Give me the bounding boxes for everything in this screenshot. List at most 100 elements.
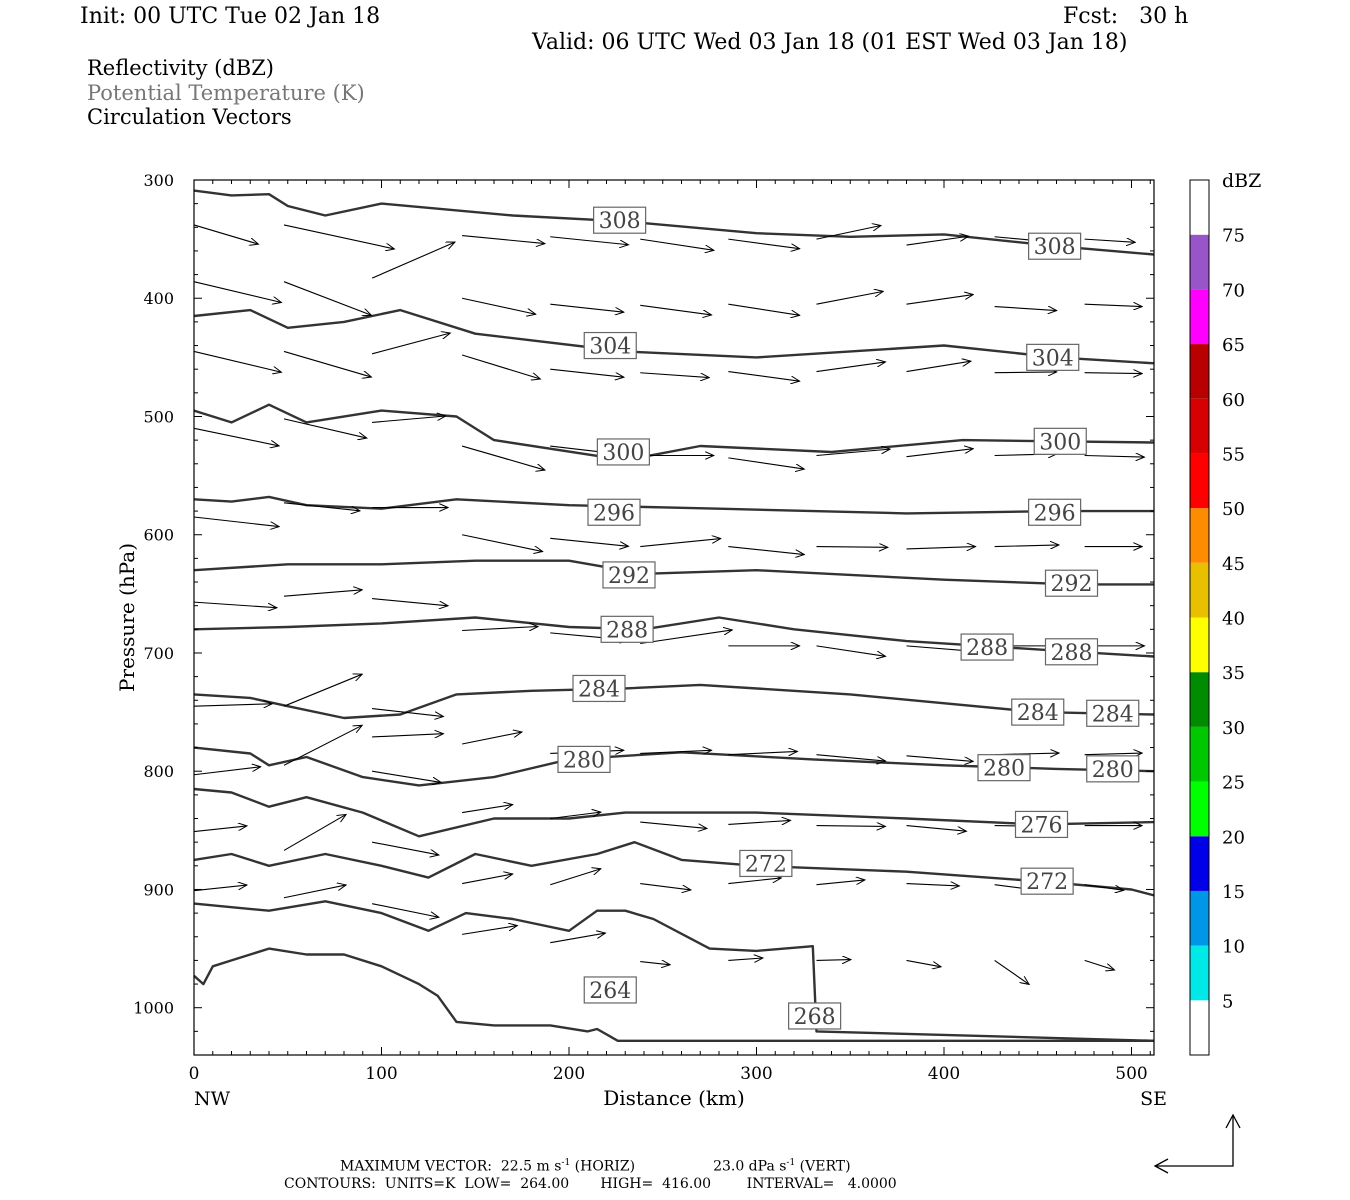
contour-label-box: [600, 615, 654, 643]
contour-label-box: [1086, 755, 1140, 783]
theta-contour-308: [193, 189, 1155, 256]
circulation-vector: [550, 537, 628, 546]
circulation-vector: [462, 534, 543, 552]
circulation-vector: [462, 235, 545, 244]
circulation-vector: [816, 547, 888, 548]
circulation-vector: [550, 933, 605, 944]
contour-label-292: 292: [602, 561, 656, 589]
circulation-vector: [906, 547, 976, 549]
circulation-vector: [193, 516, 279, 527]
y-tick-label: 500: [143, 407, 174, 426]
circulation-vector: [550, 869, 601, 886]
contour-label-box: [739, 849, 793, 878]
colorbar-level-label: 20: [1222, 827, 1245, 848]
colorbar-swatch: [1190, 836, 1209, 891]
colorbar-level-label: 15: [1222, 882, 1245, 903]
contour-label-272: 272: [1020, 867, 1074, 895]
circulation-vector: [550, 812, 601, 820]
theta-contour-284: [193, 683, 1155, 720]
circulation-vector: [640, 750, 711, 753]
y-tick-label: 400: [143, 289, 174, 308]
max-vector-line: MAXIMUM VECTOR: 22.5 m s-1 (HORIZ) 23.0 d…: [340, 1158, 851, 1175]
colorbar-swatch: [1190, 726, 1209, 782]
colorbar-level-label: 10: [1222, 937, 1245, 958]
circulation-vector: [906, 959, 942, 966]
contour-label-text: 296: [593, 501, 635, 526]
contour-label-text: 304: [589, 335, 631, 360]
contour-label-box: [1014, 810, 1069, 839]
contour-label-264: 264: [583, 976, 637, 1004]
contour-label-280: 280: [1086, 755, 1140, 783]
colorbar-level-label: 60: [1222, 390, 1245, 411]
contour-label-296: 296: [587, 498, 641, 526]
circulation-vector: [816, 291, 884, 305]
x-tick-label: 400: [928, 1064, 960, 1084]
circulation-vector: [283, 590, 362, 597]
colorbar-swatch: [1190, 398, 1209, 454]
circulation-vector: [1084, 884, 1124, 891]
circulation-vector: [728, 878, 781, 885]
contour-label-text: 284: [578, 677, 620, 702]
contour-label-280: 280: [977, 754, 1031, 782]
colorbar-level-label: 50: [1222, 499, 1245, 520]
contour-label-text: 288: [1051, 641, 1093, 666]
field-potential-temperature: Potential Temperature (K): [87, 81, 365, 105]
contour-label-box: [587, 498, 641, 526]
colorbar-swatch: [1190, 890, 1209, 946]
circulation-vector: [372, 416, 446, 423]
contour-label-text: 296: [1034, 501, 1076, 526]
contour-label-box: [572, 674, 626, 703]
colorbar-level-label: 45: [1222, 554, 1245, 575]
contour-label-272: 272: [739, 849, 793, 878]
x-end-label-left: NW: [194, 1088, 231, 1110]
circulation-vector: [1084, 959, 1115, 970]
theta-contour-276: [193, 787, 1155, 838]
circulation-vector: [640, 883, 691, 890]
colorbar-level-label: 40: [1222, 609, 1245, 630]
circulation-vector: [728, 820, 790, 824]
init-time: Init: 00 UTC Tue 02 Jan 18: [80, 4, 381, 29]
circulation-vector: [728, 457, 804, 469]
circulation-vector: [994, 545, 1059, 547]
contour-label-box: [1028, 232, 1082, 260]
colorbar-swatch: [1190, 562, 1209, 618]
circulation-vector: [906, 825, 967, 832]
contour-label-296: 296: [1028, 498, 1082, 526]
circulation-vector: [372, 598, 448, 606]
forecast-hour: Fcst: 30 h: [1063, 4, 1189, 29]
circulation-vector: [372, 708, 443, 717]
contour-label-text: 284: [1092, 702, 1134, 727]
circulation-vector: [816, 645, 886, 656]
contour-label-box: [593, 206, 647, 234]
circulation-vector: [462, 732, 522, 745]
contour-label-text: 304: [1032, 346, 1074, 371]
theta-contour-304: [193, 308, 1155, 365]
field-reflectivity: Reflectivity (dBZ): [87, 56, 275, 80]
circulation-vector: [550, 303, 624, 312]
colorbar-swatch: [1190, 180, 1209, 235]
axes: 0 100 200 300 400 500 300 400 500 600 700 800 900 100…: [133, 171, 1154, 1084]
colorbar-swatch: [1190, 508, 1209, 563]
colorbar-level-label: 35: [1222, 663, 1245, 684]
contour-label-288: 288: [960, 633, 1014, 661]
circulation-vector: [1084, 239, 1136, 242]
circulation-vector: [906, 236, 969, 246]
contour-label-box: [1044, 638, 1099, 666]
colorbar-swatch: [1190, 344, 1209, 399]
contour-label-box: [1044, 569, 1099, 597]
colorbar-swatch: [1190, 945, 1209, 1001]
colorbar-swatch: [1190, 617, 1209, 673]
circulation-vector: [193, 281, 281, 303]
contour-label-text: 268: [794, 1005, 836, 1030]
colorbar-level-label: 70: [1222, 280, 1245, 301]
colorbar-swatch: [1190, 453, 1209, 509]
contour-labels: 308 308 304 304 300 300 296 296 292 292 288 288 288 2…: [557, 206, 1140, 1030]
contour-label-box: [1026, 343, 1080, 371]
contour-label-292: 292: [1044, 569, 1099, 597]
colorbar-swatch: [1190, 289, 1209, 345]
circulation-vector: [283, 281, 371, 316]
circulation-vector: [372, 734, 443, 737]
circulation-vector: [640, 304, 711, 315]
contour-label-box: [1033, 427, 1087, 455]
